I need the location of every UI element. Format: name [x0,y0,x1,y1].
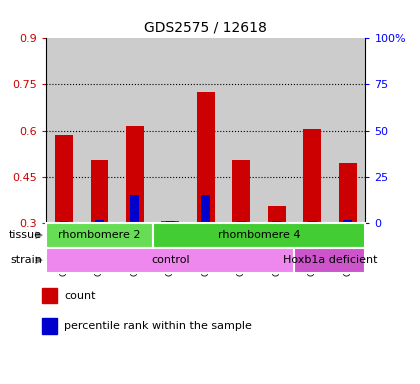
Bar [161,221,179,223]
Bar [237,220,246,223]
Bar [339,163,357,223]
Bar [294,38,330,223]
Bar [46,38,81,223]
Bar [294,248,365,273]
Bar [152,38,188,223]
Bar [272,221,281,223]
Bar [117,38,152,223]
Bar [268,206,286,223]
Bar [60,221,68,223]
Text: control: control [151,255,190,265]
Text: rhombomere 4: rhombomere 4 [218,230,300,240]
Bar [330,38,365,223]
Bar [197,92,215,223]
Bar [223,38,259,223]
Bar [95,220,104,223]
Title: GDS2575 / 12618: GDS2575 / 12618 [144,20,267,35]
Bar [152,223,365,248]
Bar [55,135,73,223]
Bar [42,288,57,303]
Text: strain: strain [10,255,42,265]
Bar [42,318,57,334]
Text: tissue: tissue [9,230,42,240]
Bar [46,223,152,248]
Bar [46,248,294,273]
Bar [303,129,321,223]
Bar [126,126,144,223]
Bar [166,221,175,223]
Bar [343,220,352,223]
Bar [81,38,117,223]
Text: percentile rank within the sample: percentile rank within the sample [64,321,252,331]
Bar [188,38,223,223]
Bar [131,195,139,223]
Bar [308,221,317,223]
Bar [259,38,294,223]
Text: Hoxb1a deficient: Hoxb1a deficient [283,255,377,265]
Bar [91,160,108,223]
Bar [232,160,250,223]
Bar [201,195,210,223]
Text: count: count [64,291,96,301]
Text: rhombomere 2: rhombomere 2 [58,230,141,240]
